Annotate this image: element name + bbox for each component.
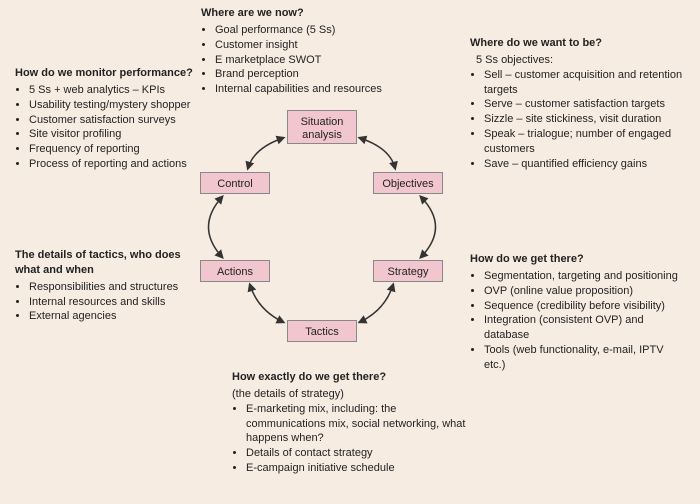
list-item: Sizzle – site stickiness, visit duration (484, 112, 685, 127)
list-item: Segmentation, targeting and positioning (484, 269, 680, 284)
block-subtitle: 5 Ss objectives: (476, 53, 685, 68)
node-situation: Situationanalysis (287, 110, 357, 144)
block-title: The details of tactics, who does what an… (15, 248, 195, 278)
sostac-diagram: Situationanalysis Objectives Strategy Ta… (0, 0, 700, 504)
list-item: E marketplace SWOT (215, 53, 441, 68)
block-title: How do we monitor performance? (15, 66, 205, 81)
list-item: Usability testing/mystery shopper (29, 98, 205, 113)
list-item: Tools (web functionality, e-mail, IPTV e… (484, 343, 680, 373)
block-control: How do we monitor performance? 5 Ss + we… (15, 66, 205, 172)
list-item: Save – quantified efficiency gains (484, 157, 685, 172)
list-item: Frequency of reporting (29, 142, 205, 157)
block-title: How do we get there? (470, 252, 680, 267)
node-label: Situationanalysis (301, 116, 344, 141)
list-item: Customer satisfaction surveys (29, 113, 205, 128)
list-item: Internal resources and skills (29, 295, 195, 310)
block-list: Responsibilities and structures Internal… (29, 280, 195, 325)
node-label: Objectives (382, 178, 433, 190)
node-control: Control (200, 172, 270, 194)
block-title: How exactly do we get there? (232, 370, 472, 385)
list-item: Internal capabilities and resources (215, 82, 441, 97)
block-list: Goal performance (5 Ss) Customer insight… (215, 23, 441, 97)
list-item: Process of reporting and actions (29, 157, 205, 172)
list-item: Sell – customer acquisition and retentio… (484, 68, 685, 98)
block-objectives: Where do we want to be? 5 Ss objectives:… (470, 36, 685, 172)
list-item: External agencies (29, 309, 195, 324)
list-item: Brand perception (215, 67, 441, 82)
node-tactics: Tactics (287, 320, 357, 342)
block-subtitle: (the details of strategy) (232, 387, 472, 402)
block-title: Where do we want to be? (470, 36, 685, 51)
list-item: Details of contact strategy (246, 446, 472, 461)
list-item: E-campaign initiative schedule (246, 461, 472, 476)
list-item: Site visitor profiling (29, 127, 205, 142)
list-item: Customer insight (215, 38, 441, 53)
block-list: Sell – customer acquisition and retentio… (484, 68, 685, 172)
block-strategy: How do we get there? Segmentation, targe… (470, 252, 680, 373)
list-item: Sequence (credibility before visibility) (484, 299, 680, 314)
block-situation: Where are we now? Goal performance (5 Ss… (201, 6, 441, 97)
node-label: Tactics (305, 326, 339, 338)
list-item: E-marketing mix, including: the communic… (246, 402, 472, 447)
node-objectives: Objectives (373, 172, 443, 194)
node-actions: Actions (200, 260, 270, 282)
block-title: Where are we now? (201, 6, 441, 21)
node-label: Control (217, 178, 252, 190)
list-item: Speak – trialogue; number of engaged cus… (484, 127, 685, 157)
list-item: Responsibilities and structures (29, 280, 195, 295)
block-list: Segmentation, targeting and positioning … (484, 269, 680, 373)
block-list: E-marketing mix, including: the communic… (246, 402, 472, 476)
block-tactics: How exactly do we get there? (the detail… (232, 370, 472, 476)
list-item: Serve – customer satisfaction targets (484, 97, 685, 112)
node-label: Strategy (388, 266, 429, 278)
node-label: Actions (217, 266, 253, 278)
list-item: Integration (consistent OVP) and databas… (484, 313, 680, 343)
list-item: OVP (online value proposition) (484, 284, 680, 299)
block-actions: The details of tactics, who does what an… (15, 248, 195, 324)
list-item: Goal performance (5 Ss) (215, 23, 441, 38)
block-list: 5 Ss + web analytics – KPIs Usability te… (29, 83, 205, 172)
node-strategy: Strategy (373, 260, 443, 282)
list-item: 5 Ss + web analytics – KPIs (29, 83, 205, 98)
